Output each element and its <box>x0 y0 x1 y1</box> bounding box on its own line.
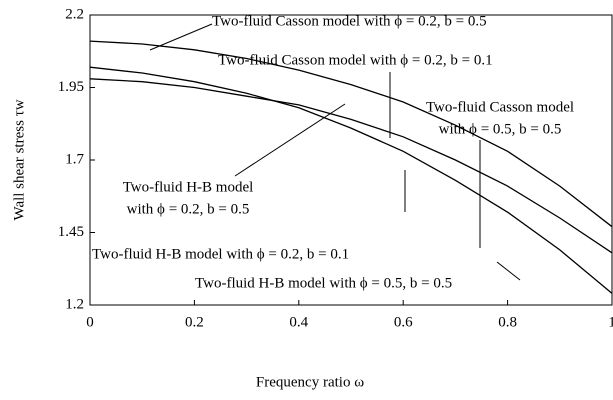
leader-line <box>496 261 521 281</box>
y-axis-label: Wall shear stress τw <box>11 99 27 220</box>
annotation: Two-fluid H-B model <box>123 179 254 195</box>
leader-line <box>234 103 346 177</box>
y-tick-label: 2.2 <box>65 6 84 22</box>
y-tick-label: 1.7 <box>65 151 84 167</box>
curve <box>89 78 613 254</box>
x-axis-label: Frequency ratio ω <box>256 374 364 390</box>
x-tick-label: 0.2 <box>185 314 204 330</box>
annotation: Two-fluid Casson model <box>426 99 574 115</box>
leader-line <box>149 23 213 51</box>
y-tick-label: 1.45 <box>58 224 84 240</box>
annotation: Two-fluid Casson model with ϕ = 0.2, b =… <box>212 13 487 29</box>
y-tick-label: 1.95 <box>58 79 84 95</box>
curve <box>89 40 613 228</box>
x-tick-label: 0.4 <box>289 314 308 330</box>
annotation: with ϕ = 0.5, b = 0.5 <box>439 121 562 137</box>
annotation: Two-fluid Casson model with ϕ = 0.2, b =… <box>218 52 493 68</box>
y-tick-label: 1.2 <box>65 296 84 312</box>
annotation: with ϕ = 0.2, b = 0.5 <box>127 201 250 217</box>
annotation: Two-fluid H-B model with ϕ = 0.2, b = 0.… <box>92 246 349 262</box>
x-tick-label: 1 <box>608 314 613 330</box>
x-tick-label: 0.6 <box>394 314 413 330</box>
curve <box>89 66 613 294</box>
x-tick-label: 0.8 <box>498 314 517 330</box>
annotation: Two-fluid H-B model with ϕ = 0.5, b = 0.… <box>195 275 452 291</box>
x-tick-label: 0 <box>86 314 94 330</box>
